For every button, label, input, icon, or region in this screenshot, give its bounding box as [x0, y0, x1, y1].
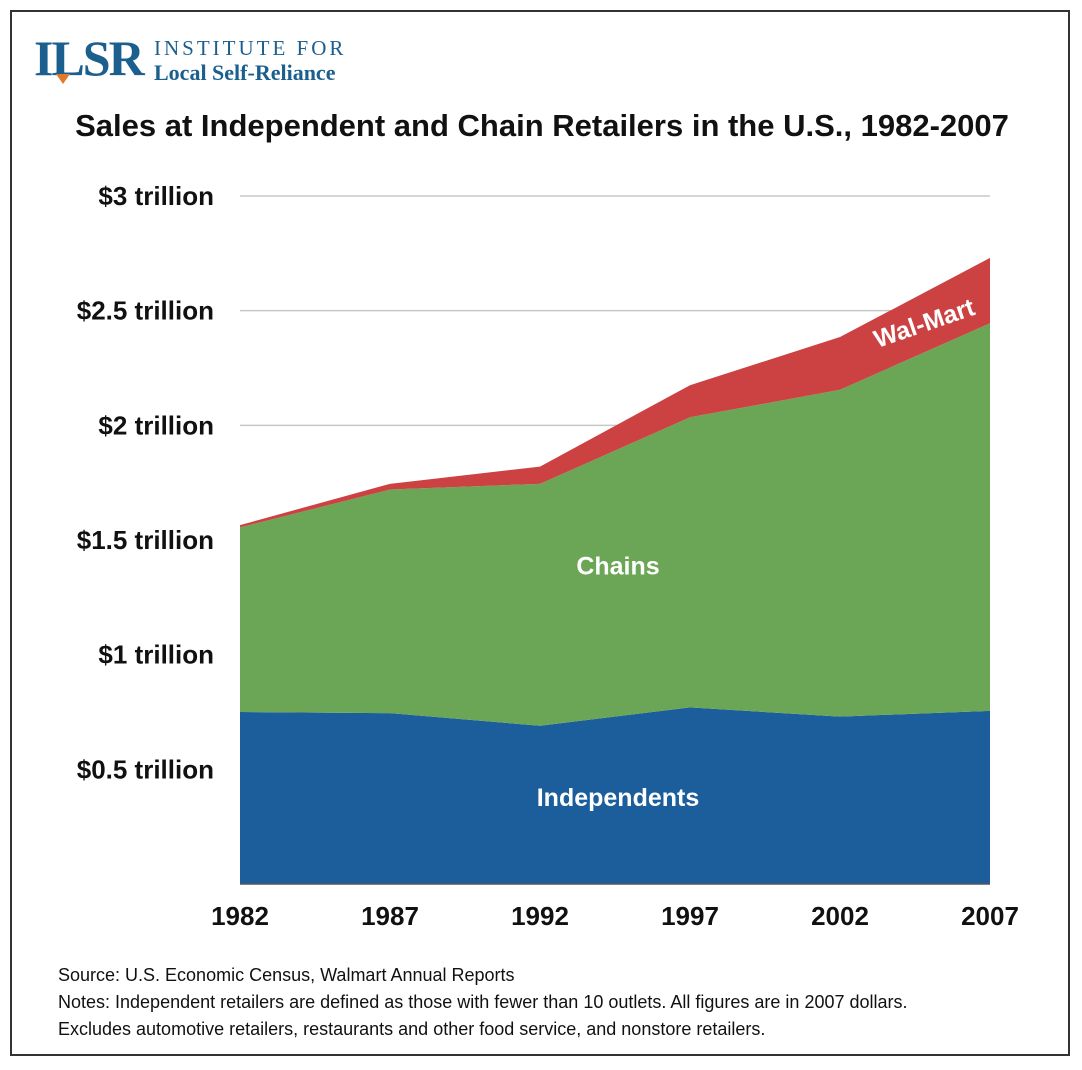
x-tick-label: 2002: [811, 901, 869, 931]
x-axis-ticks: 1982 1987 1992 1997 2002 2007: [211, 901, 1019, 931]
stacked-area-chart: $0.5 trillion $1 trillion $1.5 trillion $2 …: [77, 181, 1019, 931]
logo-line-1: INSTITUTE FOR: [154, 36, 347, 60]
y-tick-label: $3 trillion: [98, 181, 214, 211]
x-tick-label: 2007: [961, 901, 1019, 931]
x-tick-label: 1982: [211, 901, 269, 931]
y-axis-ticks: $0.5 trillion $1 trillion $1.5 trillion $2 …: [77, 181, 214, 784]
logo-triangle-icon: [56, 74, 70, 84]
area-chains: [240, 323, 990, 726]
chart-footer: Source: U.S. Economic Census, Walmart An…: [58, 962, 908, 1043]
source-note: Source: U.S. Economic Census, Walmart An…: [58, 965, 515, 985]
y-tick-label: $2 trillion: [98, 410, 214, 440]
x-tick-label: 1992: [511, 901, 569, 931]
chart-frame: ILSR INSTITUTE FOR Local Self-Reliance S…: [10, 10, 1070, 1056]
y-tick-label: $0.5 trillion: [77, 754, 214, 784]
area-independents: [240, 707, 990, 884]
area-series: [240, 257, 990, 885]
series-label-independents: Independents: [537, 784, 700, 812]
y-tick-label: $2.5 trillion: [77, 296, 214, 326]
logo-mark: ILSR: [34, 30, 145, 86]
x-tick-label: 1997: [661, 901, 719, 931]
chart-title: Sales at Independent and Chain Retailers…: [75, 108, 1009, 143]
y-tick-label: $1 trillion: [98, 640, 214, 670]
logo-line-2: Local Self-Reliance: [154, 60, 336, 85]
notes-line-2: Excludes automotive retailers, restauran…: [58, 1019, 766, 1039]
x-tick-label: 1987: [361, 901, 419, 931]
notes-line-1: Notes: Independent retailers are defined…: [58, 992, 908, 1012]
series-label-chains: Chains: [576, 552, 659, 580]
y-tick-label: $1.5 trillion: [77, 525, 214, 555]
